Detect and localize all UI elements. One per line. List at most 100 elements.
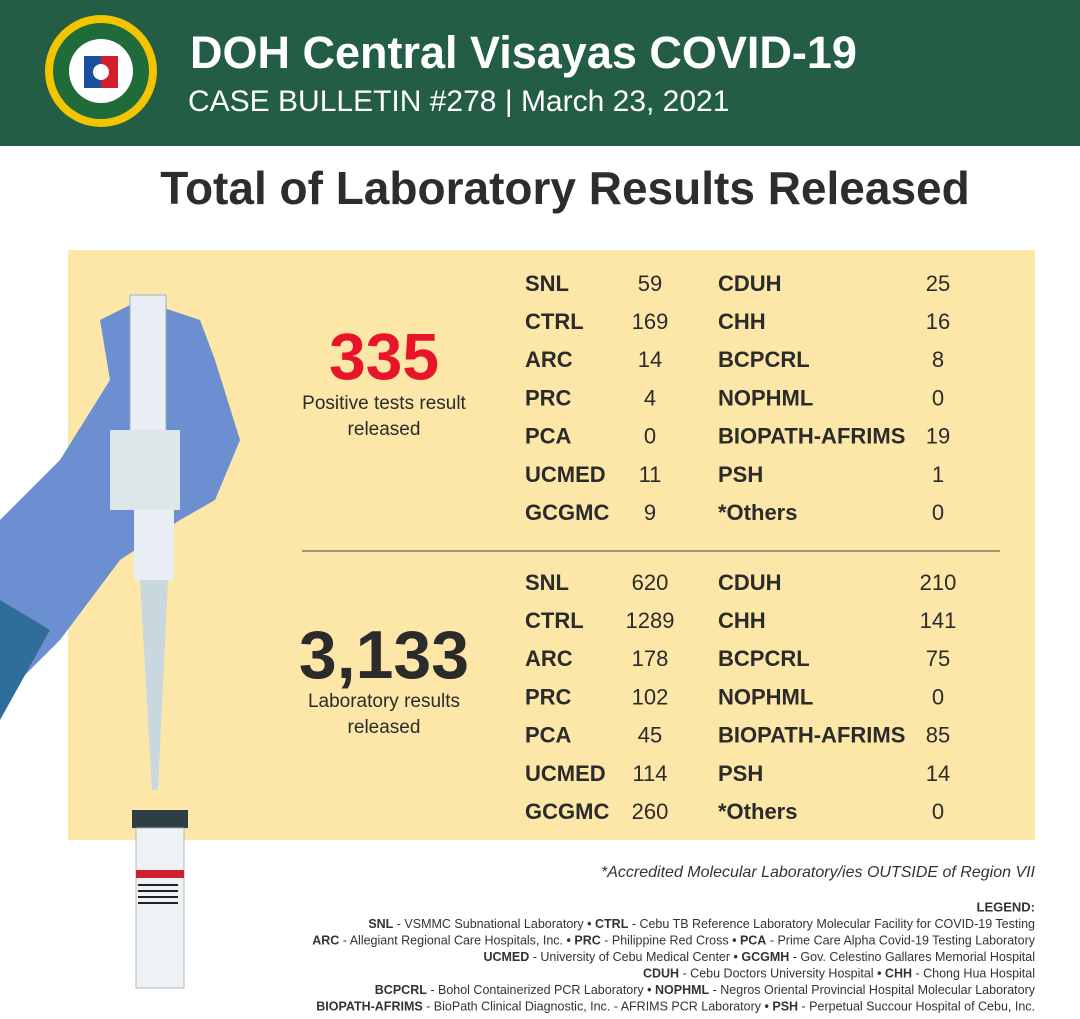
- lab-name: BCPCRL: [718, 347, 810, 372]
- lab-name: PSH: [718, 462, 763, 487]
- legend-abbr: CDUH: [643, 967, 679, 981]
- legend-line: BCPCRL - Bohol Containerized PCR Laborat…: [375, 983, 1036, 997]
- total: 335: [329, 319, 439, 393]
- lab-count: 1: [932, 462, 944, 487]
- lab-name: BCPCRL: [718, 646, 810, 671]
- legend-abbr: PCA: [740, 934, 766, 948]
- lab-name: CDUH: [718, 570, 782, 595]
- legend-desc: - Prime Care Alpha Covid-19 Testing Labo…: [766, 934, 1035, 948]
- lab-count: 169: [632, 309, 669, 334]
- legend-abbr: CTRL: [595, 917, 629, 931]
- separator: •: [730, 950, 741, 964]
- legend-line: ARC - Allegiant Regional Care Hospitals,…: [312, 934, 1036, 948]
- lab-count: 0: [932, 799, 944, 824]
- lab-count: 45: [638, 723, 662, 748]
- lab-name: CDUH: [718, 271, 782, 296]
- legend-desc: - Negros Oriental Provincial Hospital Mo…: [709, 983, 1036, 997]
- lab-count: 102: [632, 684, 669, 709]
- title: DOH Central Visayas COVID-19: [190, 27, 857, 78]
- lab-name: GCGMC: [525, 500, 609, 525]
- legend-abbr: BCPCRL: [375, 983, 427, 997]
- lab-name: CTRL: [525, 608, 584, 633]
- lab-count: 0: [932, 500, 944, 525]
- lab-name: PCA: [525, 723, 572, 748]
- lab-count: 1289: [626, 608, 675, 633]
- separator: •: [584, 917, 595, 931]
- lab-count: 19: [926, 424, 950, 449]
- lab-name: BIOPATH-AFRIMS: [718, 424, 905, 449]
- lab-name: PCA: [525, 424, 572, 449]
- lab-count: 9: [644, 500, 656, 525]
- separator: •: [644, 983, 655, 997]
- lab-count: 0: [644, 424, 656, 449]
- lab-name: *Others: [718, 799, 797, 824]
- lab-count: 620: [632, 570, 669, 595]
- legend-desc: - Bohol Containerized PCR Laboratory: [427, 983, 645, 997]
- lab-name: CHH: [718, 309, 766, 334]
- lab-count: 0: [932, 684, 944, 709]
- legend-abbr: NOPHML: [655, 983, 710, 997]
- legend-title: LEGEND:: [977, 899, 1036, 914]
- legend-abbr: BIOPATH-AFRIMS: [316, 1000, 422, 1014]
- legend-line: UCMED - University of Cebu Medical Cente…: [483, 950, 1035, 964]
- lab-count: 25: [926, 271, 950, 296]
- separator: •: [563, 934, 574, 948]
- legend-line: CDUH - Cebu Doctors University Hospital …: [643, 967, 1035, 981]
- header-bar: [0, 0, 1080, 146]
- lab-name: UCMED: [525, 761, 606, 786]
- legend-abbr: UCMED: [483, 950, 529, 964]
- total: 3,133: [299, 617, 469, 693]
- legend-desc: - VSMMC Subnational Laboratory: [393, 917, 584, 931]
- footnote: *Accredited Molecular Laboratory/ies OUT…: [601, 864, 1036, 881]
- lab-count: 75: [926, 646, 950, 671]
- lab-count: 59: [638, 271, 662, 296]
- separator: •: [729, 934, 740, 948]
- legend-line: SNL - VSMMC Subnational Laboratory • CTR…: [368, 917, 1035, 931]
- lab-name: UCMED: [525, 462, 606, 487]
- lab-count: 210: [920, 570, 957, 595]
- lab-count: 16: [926, 309, 950, 334]
- lab-count: 141: [920, 608, 957, 633]
- lab-name: CHH: [718, 608, 766, 633]
- lab-count: 8: [932, 347, 944, 372]
- legend-desc: - University of Cebu Medical Center: [529, 950, 730, 964]
- total-label: Laboratory results: [308, 691, 460, 712]
- lab-name: GCGMC: [525, 799, 609, 824]
- subtitle: CASE BULLETIN #278 | March 23, 2021: [188, 85, 729, 118]
- lab-count: 14: [638, 347, 662, 372]
- lab-count: 11: [639, 462, 662, 487]
- legend-abbr: PRC: [574, 934, 600, 948]
- lab-count: 4: [644, 385, 656, 410]
- legend-abbr: CHH: [885, 967, 912, 981]
- legend-desc: - Gov. Celestino Gallares Memorial Hospi…: [789, 950, 1035, 964]
- legend-desc: - Cebu Doctors University Hospital: [679, 967, 874, 981]
- lab-name: NOPHML: [718, 684, 813, 709]
- lab-count: 0: [932, 385, 944, 410]
- lab-name: PRC: [525, 385, 572, 410]
- lab-name: PRC: [525, 684, 572, 709]
- lab-count: 260: [632, 799, 669, 824]
- lab-count: 85: [926, 723, 950, 748]
- lab-name: BIOPATH-AFRIMS: [718, 723, 905, 748]
- total-label: released: [348, 419, 421, 440]
- legend-line: BIOPATH-AFRIMS - BioPath Clinical Diagno…: [316, 1000, 1035, 1014]
- lab-count: 178: [632, 646, 669, 671]
- legend-desc: - Cebu TB Reference Laboratory Molecular…: [628, 917, 1035, 931]
- lab-name: PSH: [718, 761, 763, 786]
- legend-abbr: SNL: [368, 917, 393, 931]
- legend-desc: - Perpetual Succour Hospital of Cebu, In…: [798, 1000, 1035, 1014]
- logo: [45, 15, 157, 127]
- pipette-illustration: [0, 294, 240, 989]
- legend-abbr: ARC: [312, 934, 339, 948]
- legend-desc: - Philippine Red Cross: [601, 934, 729, 948]
- panel: [68, 250, 1035, 840]
- lab-name: NOPHML: [718, 385, 813, 410]
- legend-desc: - Chong Hua Hospital: [912, 967, 1035, 981]
- lab-name: ARC: [525, 347, 573, 372]
- legend-abbr: PSH: [772, 1000, 798, 1014]
- separator: •: [874, 967, 885, 981]
- lab-name: SNL: [525, 271, 569, 296]
- total-label: released: [348, 717, 421, 738]
- legend-desc: - Allegiant Regional Care Hospitals, Inc…: [339, 934, 563, 948]
